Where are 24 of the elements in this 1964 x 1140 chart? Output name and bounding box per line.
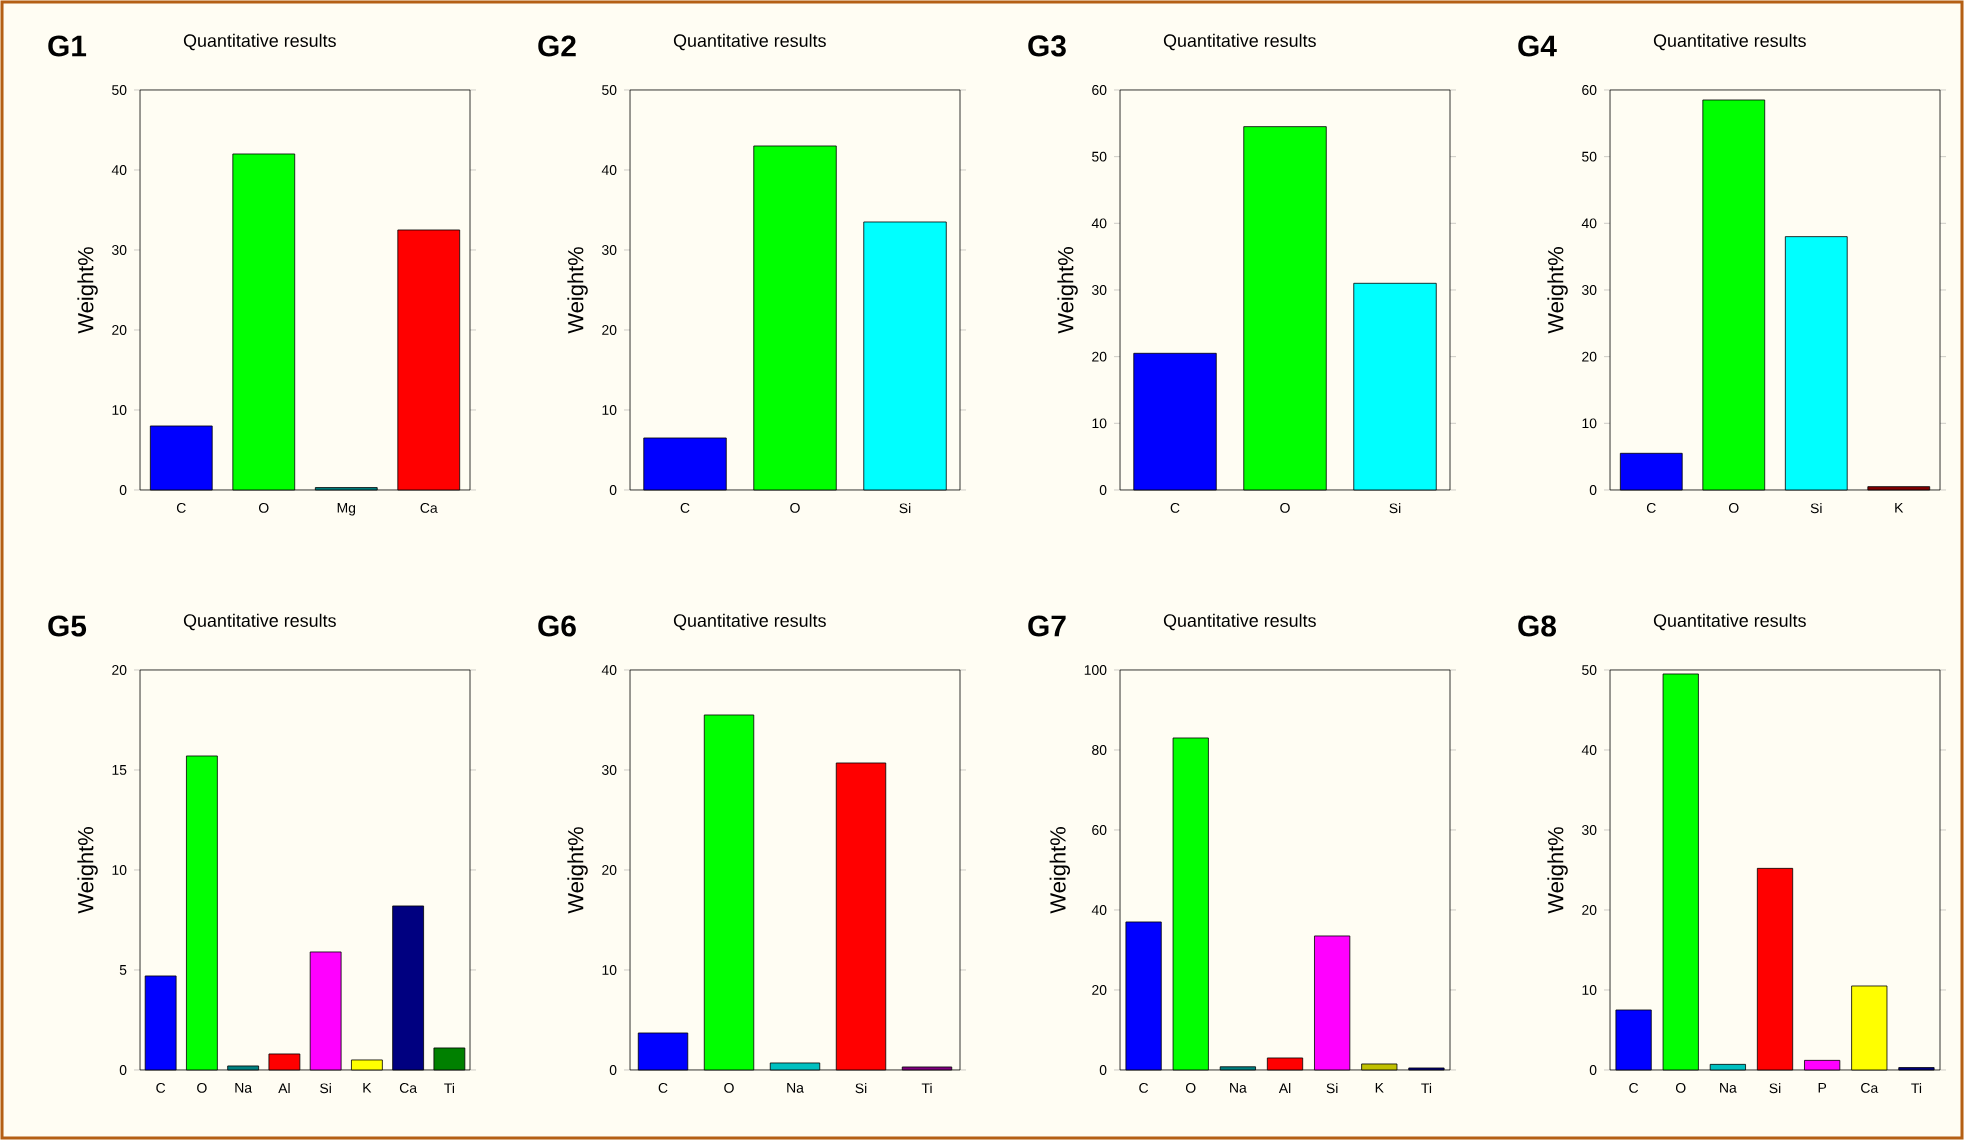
chart-subtitle: Quantitative results (183, 613, 336, 631)
chart-subtitle: Quantitative results (1653, 613, 1806, 631)
chart-subtitle: Quantitative results (673, 613, 826, 631)
chart-title: G8 (1518, 615, 1556, 637)
chart-subtitle: Quantitative results (183, 33, 336, 51)
chart-subtitle: Quantitative results (1163, 33, 1316, 51)
chart-title: G2 (538, 35, 576, 57)
chart-subtitle: Quantitative results (673, 33, 826, 51)
y-axis-title: Weight% (77, 827, 98, 914)
chart-title: G4 (1518, 35, 1557, 57)
y-axis-title: Weight% (567, 827, 588, 914)
chart-subtitle: Quantitative results (1653, 33, 1806, 51)
chart-title: G7 (1028, 615, 1066, 637)
y-axis-title: Weight% (1049, 827, 1071, 914)
chart-subtitle: Quantitative results (1163, 613, 1316, 631)
chart-title: G5 (48, 615, 87, 637)
y-axis-title: Weight% (1547, 247, 1568, 334)
y-axis-title: Weight% (1547, 827, 1568, 914)
y-axis-title: Weight% (567, 247, 588, 334)
chart-title: G3 (1028, 35, 1066, 57)
y-axis-title: Weight% (77, 247, 98, 334)
chart-title: G1 (48, 35, 87, 57)
y-axis-title: Weight% (1057, 247, 1078, 334)
chart-title: G6 (538, 615, 576, 637)
